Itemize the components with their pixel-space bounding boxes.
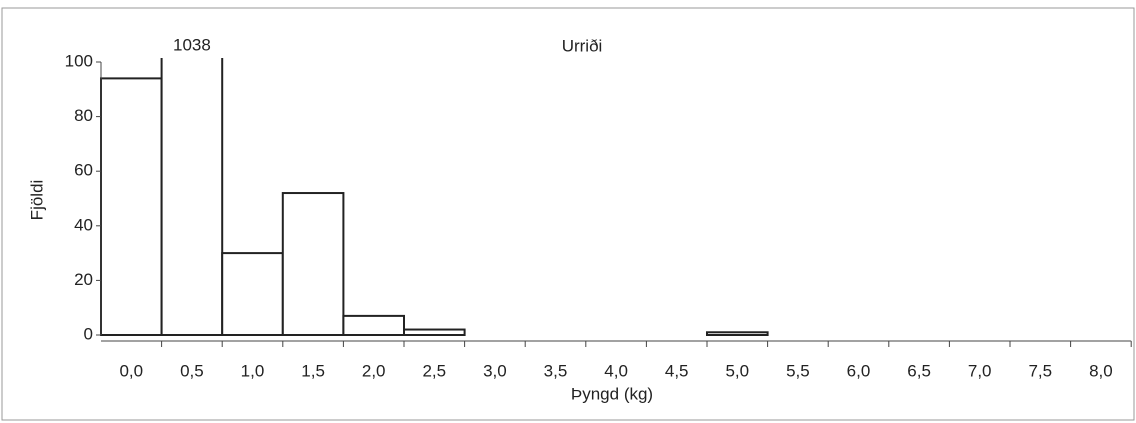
bar bbox=[706, 331, 769, 336]
y-tick-label: 100 bbox=[65, 51, 93, 70]
x-tick-label: 4,0 bbox=[604, 361, 628, 380]
y-tick-label: 0 bbox=[84, 324, 93, 343]
y-axis-label: Fjöldi bbox=[27, 180, 46, 221]
x-tick-label: 3,5 bbox=[544, 361, 568, 380]
x-axis-label: Þyngd (kg) bbox=[571, 384, 653, 403]
x-tick-label: 8,0 bbox=[1089, 361, 1113, 380]
y-tick-label: 80 bbox=[74, 106, 93, 125]
bars bbox=[100, 58, 769, 337]
bar bbox=[100, 77, 163, 336]
x-tick-label: 4,5 bbox=[665, 361, 689, 380]
x-tick-label: 3,0 bbox=[483, 361, 507, 380]
x-tick-label: 5,0 bbox=[725, 361, 749, 380]
x-tick-label: 6,0 bbox=[847, 361, 871, 380]
x-tick-label: 5,5 bbox=[786, 361, 810, 380]
x-tick-label: 6,5 bbox=[907, 361, 931, 380]
x-tick-label: 7,0 bbox=[968, 361, 992, 380]
chart-title: Urriði bbox=[562, 36, 603, 55]
bar bbox=[160, 58, 224, 336]
y-tick-label: 60 bbox=[74, 161, 93, 180]
bar bbox=[221, 252, 284, 337]
x-tick-label: 1,0 bbox=[241, 361, 265, 380]
x-tick-label: 2,0 bbox=[362, 361, 386, 380]
bar bbox=[281, 192, 345, 336]
x-tick-label: 7,5 bbox=[1028, 361, 1052, 380]
frame bbox=[1, 7, 1135, 421]
x-tick-label: 0,0 bbox=[119, 361, 143, 380]
y-tick-label: 40 bbox=[74, 215, 93, 234]
bar bbox=[403, 328, 466, 337]
x-tick-label: 2,5 bbox=[422, 361, 446, 380]
x-tick-label: 0,5 bbox=[180, 361, 204, 380]
value-label: 1038 bbox=[173, 35, 211, 54]
x-tick-label: 1,5 bbox=[301, 361, 325, 380]
y-tick-label: 20 bbox=[74, 270, 93, 289]
bar bbox=[342, 314, 405, 337]
